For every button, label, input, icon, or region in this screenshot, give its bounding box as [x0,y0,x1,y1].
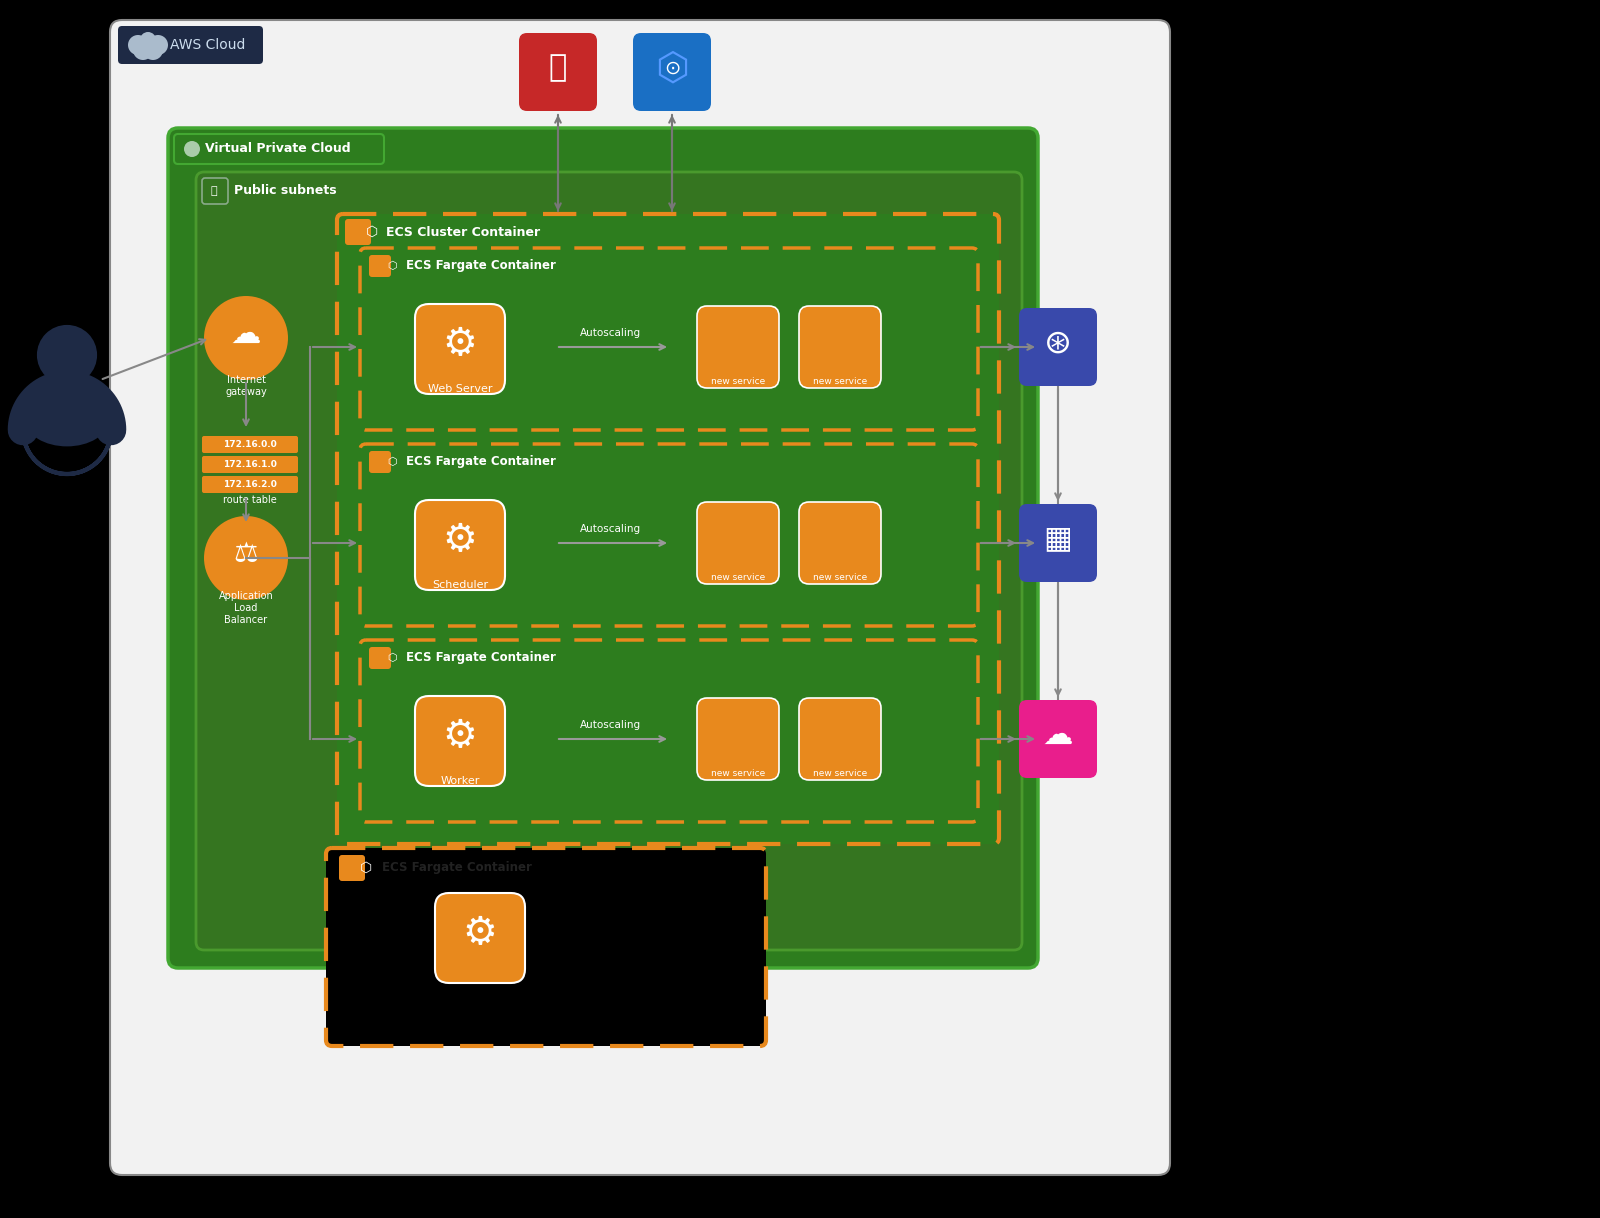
FancyBboxPatch shape [118,26,262,65]
FancyBboxPatch shape [1019,308,1098,386]
Text: new service: new service [813,376,867,386]
Text: ECS Fargate Container: ECS Fargate Container [406,456,555,469]
Circle shape [205,516,288,600]
Text: 172.16.0.0: 172.16.0.0 [222,440,277,449]
Text: ⚙: ⚙ [443,521,477,559]
Circle shape [128,35,147,55]
FancyBboxPatch shape [698,698,779,780]
FancyBboxPatch shape [202,178,229,203]
FancyBboxPatch shape [338,214,998,844]
Text: ECS Fargate Container: ECS Fargate Container [382,861,531,875]
Text: ⬡: ⬡ [387,457,397,466]
Text: ▦: ▦ [1043,525,1072,553]
Circle shape [205,296,288,380]
FancyBboxPatch shape [339,855,365,881]
FancyBboxPatch shape [326,848,766,1046]
Text: ECS Fargate Container: ECS Fargate Container [406,652,555,665]
Circle shape [133,40,154,60]
FancyBboxPatch shape [110,19,1170,1175]
FancyBboxPatch shape [798,502,882,583]
Circle shape [38,326,94,382]
FancyBboxPatch shape [168,128,1038,968]
Text: Autoscaling: Autoscaling [579,524,640,533]
Text: ⬡: ⬡ [387,653,397,663]
FancyBboxPatch shape [435,893,525,983]
FancyBboxPatch shape [798,306,882,389]
Text: 🔐: 🔐 [549,54,566,83]
Text: ⬡: ⬡ [360,861,373,875]
Text: ⊙: ⊙ [664,58,680,78]
FancyBboxPatch shape [370,255,390,276]
FancyBboxPatch shape [414,695,506,786]
FancyBboxPatch shape [1019,700,1098,778]
FancyBboxPatch shape [518,33,597,111]
Text: ⊛: ⊛ [1043,326,1072,359]
FancyBboxPatch shape [195,172,1022,950]
Text: ☁: ☁ [230,319,261,348]
Text: ⚙: ⚙ [443,325,477,363]
FancyBboxPatch shape [360,639,978,822]
Text: ⚖: ⚖ [234,540,259,568]
Text: new service: new service [710,769,765,777]
Text: 172.16.2.0: 172.16.2.0 [222,480,277,488]
Text: Autoscaling: Autoscaling [579,720,640,730]
Text: ECS Cluster Container: ECS Cluster Container [386,225,541,239]
FancyBboxPatch shape [346,219,371,245]
FancyBboxPatch shape [202,476,298,493]
FancyBboxPatch shape [414,501,506,590]
FancyBboxPatch shape [698,502,779,583]
Text: 172.16.1.0: 172.16.1.0 [222,460,277,469]
Text: Web Server: Web Server [427,384,493,393]
Circle shape [42,334,93,386]
Text: AWS Cloud: AWS Cloud [170,38,245,52]
Text: ⚙: ⚙ [443,717,477,755]
Circle shape [184,141,200,157]
Circle shape [142,40,163,60]
Text: 🔒: 🔒 [211,186,218,196]
Text: Application
Load
Balancer: Application Load Balancer [219,592,274,625]
FancyBboxPatch shape [370,451,390,473]
Text: Autoscaling: Autoscaling [579,328,640,339]
Text: ☁: ☁ [1043,721,1074,749]
Text: ⬡: ⬡ [366,225,378,239]
Circle shape [147,35,168,55]
Text: ⬡: ⬡ [654,49,690,86]
FancyBboxPatch shape [634,33,710,111]
Text: Internet
gateway: Internet gateway [226,375,267,397]
FancyBboxPatch shape [360,445,978,626]
Text: Worker: Worker [440,776,480,786]
Ellipse shape [27,395,107,445]
FancyBboxPatch shape [202,436,298,453]
FancyBboxPatch shape [370,647,390,669]
Text: Scheduler: Scheduler [432,580,488,590]
FancyBboxPatch shape [698,306,779,389]
FancyBboxPatch shape [798,698,882,780]
Text: ⬡: ⬡ [387,261,397,270]
FancyBboxPatch shape [360,248,978,430]
Text: Virtual Private Cloud: Virtual Private Cloud [205,143,350,156]
FancyBboxPatch shape [174,134,384,164]
Text: Public subnets: Public subnets [234,184,336,197]
FancyBboxPatch shape [414,304,506,393]
FancyBboxPatch shape [1019,504,1098,582]
FancyBboxPatch shape [202,456,298,473]
Text: new service: new service [710,572,765,581]
Text: new service: new service [710,376,765,386]
Circle shape [141,32,157,48]
Text: new service: new service [813,769,867,777]
Text: new service: new service [813,572,867,581]
Text: ECS Fargate Container: ECS Fargate Container [406,259,555,273]
Text: route table: route table [222,495,277,505]
Text: ⚙: ⚙ [462,914,498,952]
